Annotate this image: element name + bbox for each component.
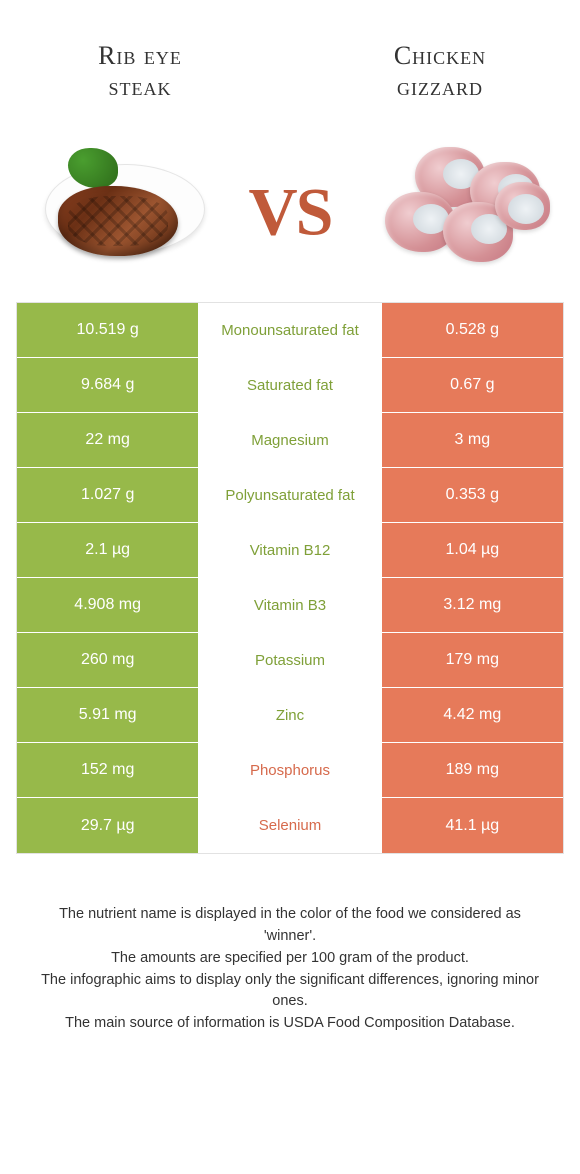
left-value: 5.91 mg [17,688,198,742]
right-value: 4.42 mg [382,688,563,742]
header: Rib eye steak Chicken gizzard [0,0,580,122]
footer-line2: The amounts are specified per 100 gram o… [40,948,540,970]
right-value: 0.528 g [382,303,563,357]
footer-line3: The infographic aims to display only the… [40,970,540,1014]
right-value: 0.67 g [382,358,563,412]
left-value: 260 mg [17,633,198,687]
right-value: 3.12 mg [382,578,563,632]
left-value: 9.684 g [17,358,198,412]
nutrient-label: Magnesium [198,413,381,467]
table-row: 9.684 gSaturated fat0.67 g [17,358,563,413]
left-title-line1: Rib eye [98,41,182,70]
nutrient-label: Monounsaturated fat [198,303,381,357]
table-row: 152 mgPhosphorus189 mg [17,743,563,798]
left-value: 4.908 mg [17,578,198,632]
nutrient-label: Polyunsaturated fat [198,468,381,522]
vs-label: VS [249,173,332,252]
gizzard-illustration [365,137,545,267]
left-food-image [30,132,220,272]
right-value: 179 mg [382,633,563,687]
left-value: 22 mg [17,413,198,467]
table-row: 2.1 µgVitamin B121.04 µg [17,523,563,578]
nutrient-label: Vitamin B3 [198,578,381,632]
table-row: 22 mgMagnesium3 mg [17,413,563,468]
left-value: 152 mg [17,743,198,797]
table-row: 29.7 µgSelenium41.1 µg [17,798,563,853]
left-value: 29.7 µg [17,798,198,853]
footer-line1: The nutrient name is displayed in the co… [40,904,540,948]
table-row: 5.91 mgZinc4.42 mg [17,688,563,743]
right-value: 1.04 µg [382,523,563,577]
left-value: 1.027 g [17,468,198,522]
right-title-line2: gizzard [397,72,483,101]
footer-notes: The nutrient name is displayed in the co… [0,904,580,1035]
right-title-line1: Chicken [394,41,486,70]
right-food-image [360,132,550,272]
nutrient-label: Phosphorus [198,743,381,797]
left-value: 2.1 µg [17,523,198,577]
steak-illustration [40,142,210,262]
table-row: 1.027 gPolyunsaturated fat0.353 g [17,468,563,523]
right-value: 3 mg [382,413,563,467]
nutrient-table: 10.519 gMonounsaturated fat0.528 g9.684 … [16,302,564,854]
right-value: 189 mg [382,743,563,797]
left-value: 10.519 g [17,303,198,357]
table-row: 4.908 mgVitamin B33.12 mg [17,578,563,633]
nutrient-label: Saturated fat [198,358,381,412]
right-value: 41.1 µg [382,798,563,853]
right-value: 0.353 g [382,468,563,522]
left-food-title: Rib eye steak [40,40,240,102]
images-row: VS [0,122,580,302]
table-row: 260 mgPotassium179 mg [17,633,563,688]
right-food-title: Chicken gizzard [340,40,540,102]
left-title-line2: steak [109,72,172,101]
footer-line4: The main source of information is USDA F… [40,1013,540,1035]
nutrient-label: Zinc [198,688,381,742]
table-row: 10.519 gMonounsaturated fat0.528 g [17,303,563,358]
nutrient-label: Potassium [198,633,381,687]
nutrient-label: Vitamin B12 [198,523,381,577]
nutrient-label: Selenium [198,798,381,853]
